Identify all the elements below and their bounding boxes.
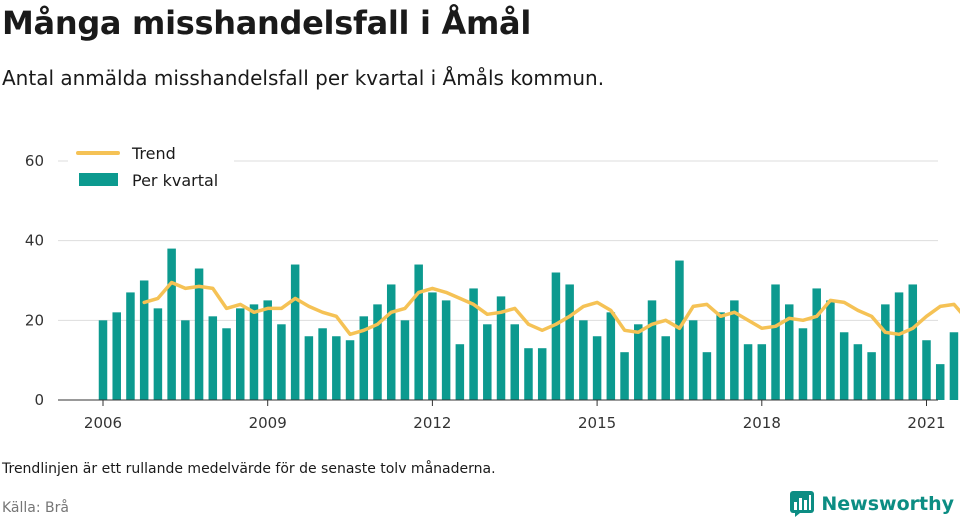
- source-credit: Källa: Brå: [2, 500, 69, 516]
- bar-2011-Q1: [373, 304, 382, 400]
- bar-2007-Q2: [167, 248, 176, 400]
- bar-2009-Q2: [277, 324, 286, 400]
- bar-2017-Q2: [716, 312, 725, 400]
- bar-2007-Q3: [181, 320, 190, 400]
- bar-2021-Q3: [949, 332, 959, 400]
- x-tick-label: 2009: [249, 414, 287, 432]
- bar-2006-Q4: [139, 280, 149, 400]
- x-tick-label: 2006: [84, 414, 122, 432]
- bar-2013-Q2: [496, 296, 506, 400]
- bar-line-chart: 02040602006200920122015201820212023 Tren…: [24, 140, 960, 432]
- bar-2016-Q1: [647, 300, 657, 400]
- bar-2009-Q3: [290, 264, 300, 400]
- bar-2014-Q1: [537, 348, 547, 400]
- y-tick-label: 0: [34, 391, 44, 409]
- y-tick-label: 20: [25, 311, 44, 329]
- bar-2014-Q4: [579, 320, 588, 400]
- y-tick-label: 60: [25, 152, 44, 170]
- bar-2020-Q4: [908, 284, 918, 400]
- bar-2008-Q4: [249, 304, 259, 400]
- bar-2021-Q1: [922, 340, 931, 400]
- bar-2020-Q1: [867, 352, 876, 400]
- bar-2006-Q2: [112, 312, 121, 400]
- bar-2020-Q2: [881, 304, 890, 400]
- bar-2021-Q2: [935, 364, 945, 400]
- chart-subtitle: Antal anmälda misshandelsfall per kvarta…: [2, 66, 605, 90]
- bar-2012-Q4: [469, 288, 478, 400]
- bar-2013-Q3: [510, 324, 519, 400]
- x-tick-label: 2012: [413, 414, 451, 432]
- bar-2010-Q4: [359, 316, 369, 400]
- bar-2012-Q2: [441, 300, 451, 400]
- bar-2017-Q3: [730, 300, 739, 400]
- bar-2011-Q3: [400, 320, 410, 400]
- bar-2012-Q1: [428, 292, 437, 400]
- bar-2019-Q3: [839, 332, 849, 400]
- bar-2010-Q2: [332, 336, 341, 400]
- bar-2019-Q2: [826, 300, 835, 400]
- bar-2015-Q1: [592, 336, 602, 400]
- x-tick-label: 2018: [743, 414, 781, 432]
- bar-2009-Q1: [263, 300, 272, 400]
- bar-2010-Q3: [345, 340, 355, 400]
- legend-trend-label: Trend: [131, 144, 176, 163]
- bar-2015-Q3: [620, 352, 629, 400]
- bar-2017-Q4: [743, 344, 753, 400]
- bar-2014-Q3: [565, 284, 574, 400]
- legend-bar-label: Per kvartal: [132, 171, 218, 190]
- bar-2016-Q3: [675, 260, 684, 400]
- bar-2007-Q4: [194, 268, 204, 400]
- bar-2015-Q2: [606, 312, 616, 400]
- brand-name: Newsworthy: [821, 493, 954, 515]
- trend-footnote: Trendlinjen är ett rullande medelvärde f…: [2, 461, 496, 477]
- bar-2009-Q4: [304, 336, 314, 400]
- bar-2008-Q3: [236, 308, 245, 400]
- bar-2017-Q1: [702, 352, 712, 400]
- bar-2015-Q4: [634, 324, 643, 400]
- bar-2019-Q1: [812, 288, 821, 400]
- bar-2007-Q1: [153, 308, 163, 400]
- chart-title: Många misshandelsfall i Åmål: [2, 4, 532, 42]
- chart-legend: Trend Per kvartal: [68, 140, 234, 196]
- bar-2011-Q4: [414, 264, 423, 400]
- bar-2016-Q4: [688, 320, 698, 400]
- y-tick-label: 40: [25, 232, 44, 250]
- bar-2019-Q4: [853, 344, 863, 400]
- newsworthy-logo: Newsworthy: [789, 489, 954, 519]
- bar-2008-Q2: [222, 328, 231, 400]
- bar-2012-Q3: [455, 344, 465, 400]
- bar-2013-Q1: [483, 324, 492, 400]
- trend-line: [142, 280, 960, 337]
- bar-2018-Q1: [757, 344, 767, 400]
- bar-2020-Q3: [894, 292, 904, 400]
- legend-background: [68, 140, 234, 196]
- bar-2016-Q2: [661, 336, 670, 400]
- bar-2014-Q2: [551, 272, 561, 400]
- x-tick-label: 2015: [578, 414, 616, 432]
- bar-2018-Q2: [771, 284, 780, 400]
- x-tick-label: 2021: [907, 414, 945, 432]
- bar-2018-Q4: [798, 328, 808, 400]
- bar-2013-Q4: [524, 348, 533, 400]
- bar-2006-Q3: [126, 292, 135, 400]
- bar-2011-Q2: [386, 284, 396, 400]
- bar-2010-Q1: [318, 328, 327, 400]
- bar-2008-Q1: [208, 316, 218, 400]
- bar-2018-Q3: [785, 304, 794, 400]
- bar-2006-Q1: [98, 320, 108, 400]
- bar-chart-logo-icon: [790, 491, 815, 517]
- legend-bar-swatch: [79, 173, 118, 186]
